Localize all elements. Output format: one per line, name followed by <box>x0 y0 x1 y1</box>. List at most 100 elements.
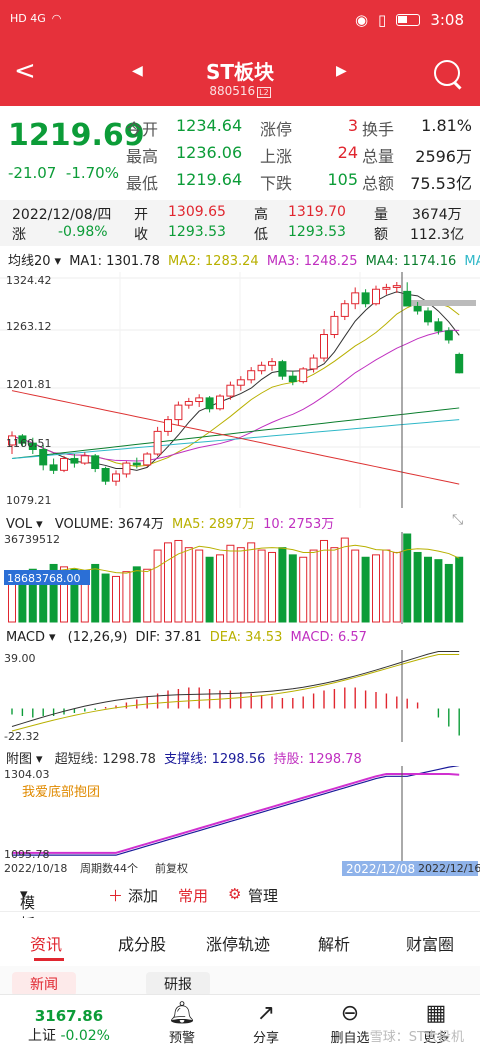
sub-chart[interactable]: 1304.03 我爱底部抱团 1095.78 2022/10/18 周期数44个… <box>0 766 480 878</box>
tab-analysis[interactable]: 解析 <box>318 935 351 954</box>
subtab-news[interactable]: 新闻 <box>12 972 76 996</box>
macd-params: (12,26,9) <box>67 630 128 645</box>
index-name: 上证 <box>28 1028 56 1044</box>
next-stock-icon[interactable]: ▶ <box>336 63 347 79</box>
detail-label: 涨 <box>12 227 26 243</box>
prev-stock-icon[interactable]: ◀ <box>132 63 143 79</box>
macd-chart[interactable]: 39.00 -22.32 <box>0 650 480 742</box>
ma-selector[interactable]: 均线20 <box>8 254 51 269</box>
expand-icon[interactable]: ⤡ <box>452 512 464 528</box>
quote-value: 1236.06 <box>176 143 243 162</box>
watermark: 雪球：ST大投机 <box>369 1030 464 1045</box>
add-button[interactable]: 添加 <box>128 887 159 905</box>
app-header: HD 4G ◠ ◉ ▯ 3:08 < ◀ ST板块 ▶ 880516 L2 <box>0 0 480 106</box>
vol-ma5-line <box>11 544 460 576</box>
chevron-down-icon: ▾ <box>36 752 43 767</box>
alert-button[interactable]: 🔔︎ 预警 <box>152 1001 212 1046</box>
volume-bar <box>309 549 318 623</box>
candle <box>184 401 193 406</box>
tab-wealth[interactable]: 财富圈 <box>406 935 455 954</box>
volume-bar <box>413 551 422 623</box>
network-status: HD 4G ◠ <box>10 12 61 25</box>
candle <box>257 364 266 372</box>
index-line: 上证 -0.02% <box>28 1025 110 1045</box>
sub-legend: 附图 ▾ 超短线: 1298.78 支撑线: 1298.56 持股: 1298.7… <box>6 748 366 767</box>
add-icon[interactable]: ＋ <box>108 887 124 905</box>
candle <box>309 357 318 370</box>
template-button[interactable]: 模板 ▾ <box>20 885 36 933</box>
tab-limit-track[interactable]: 涨停轨迹 <box>206 935 271 954</box>
hold-line <box>12 773 460 854</box>
quote-value: 1219.64 <box>176 170 243 189</box>
time-axis-end: 2022/12/16 <box>418 862 480 875</box>
vol-ma10: 10: 2753万 <box>263 517 335 532</box>
back-icon[interactable]: < <box>14 56 36 86</box>
candle <box>143 453 152 466</box>
quote-value: 1.81% <box>421 116 472 135</box>
index-ticker[interactable]: 3167.86 上证 -0.02% <box>28 1007 110 1045</box>
volume-value: VOLUME: 3674万 <box>54 517 164 532</box>
more-button[interactable]: ▦ 更多 <box>406 1001 466 1046</box>
volume-bar <box>143 568 152 623</box>
last-price: 1219.69 <box>8 118 145 153</box>
volume-bar <box>340 537 349 623</box>
dea-line <box>11 654 460 732</box>
candle <box>247 370 256 381</box>
volume-bar <box>60 566 68 623</box>
candle <box>320 334 328 359</box>
volume-bar <box>392 551 401 623</box>
quote-label: 上涨 <box>260 147 293 166</box>
tab-components[interactable]: 成分股 <box>118 935 167 954</box>
day-detail-bar: 2022/12/08/四 涨 -0.98% 开 1309.65 收 1293.5… <box>0 200 480 246</box>
candlestick-chart[interactable]: 1324.42 1263.12 1201.81 1160.51 1079.21 <box>0 272 480 508</box>
clock: 3:08 <box>430 11 464 29</box>
vol-label[interactable]: VOL <box>6 517 33 532</box>
status-bar: HD 4G ◠ ◉ ▯ 3:08 <box>0 0 480 40</box>
ma-legend[interactable]: 均线20 ▾ MA1: 1301.78 MA2: 1283.24 MA3: 124… <box>0 250 480 272</box>
time-axis-fq: 前复权 <box>155 861 188 875</box>
candle <box>299 368 308 383</box>
volume-bar <box>247 542 256 623</box>
status-right: ◉ ▯ 3:08 <box>355 11 464 29</box>
quote-row: 最低 1219.64 下跌 105 总额 75.53亿 <box>126 170 476 197</box>
candle <box>153 430 162 455</box>
share-button[interactable]: ↗ 分享 <box>236 1001 296 1046</box>
gear-icon[interactable]: ⚙ <box>228 885 242 903</box>
tab-news[interactable]: 资讯 <box>30 935 63 954</box>
volume-bar <box>424 556 432 623</box>
candle <box>164 419 172 432</box>
ma4-value: MA4: 1174.16 <box>365 254 457 269</box>
volume-bar <box>112 575 120 623</box>
volume-bar <box>278 547 287 623</box>
indicator-toolbar: 模板 ▾ ＋ 添加 常用 ⚙ 管理 <box>0 878 480 933</box>
alert-label: 预警 <box>168 1031 195 1046</box>
volume-bar <box>236 547 245 623</box>
candle <box>60 458 68 471</box>
volume-chart[interactable]: 36739512 18683768.00 <box>0 532 480 624</box>
detail-label: 高 <box>254 207 268 223</box>
volume-bar <box>153 549 162 623</box>
tab-indicator <box>34 958 64 961</box>
volume-bar <box>226 544 235 623</box>
volume-bar <box>382 549 391 623</box>
volume-bar <box>132 566 141 623</box>
candle <box>80 455 89 464</box>
price-axis-mid: 1160.51 <box>6 437 52 450</box>
ma5-line <box>11 419 460 460</box>
vol-axis-top: 36739512 <box>4 533 60 546</box>
price-axis-mid: 1263.12 <box>6 320 52 333</box>
detail-label: 低 <box>254 227 268 243</box>
candle <box>195 397 204 403</box>
subtab-reports[interactable]: 研报 <box>146 972 210 996</box>
candle <box>268 361 276 366</box>
remove-watchlist-button[interactable]: ⊖ 删自选 <box>320 1001 380 1046</box>
wifi-icon: ◠ <box>51 12 62 25</box>
manage-button[interactable]: 管理 <box>248 887 279 905</box>
macd-label[interactable]: MACD <box>6 630 45 645</box>
ma5-value: MA5: <box>464 254 480 269</box>
sub-label[interactable]: 附图 <box>6 752 33 767</box>
common-button[interactable]: 常用 <box>178 887 209 905</box>
search-icon[interactable] <box>434 60 460 86</box>
volume-bar <box>299 556 308 623</box>
candle <box>70 458 79 464</box>
